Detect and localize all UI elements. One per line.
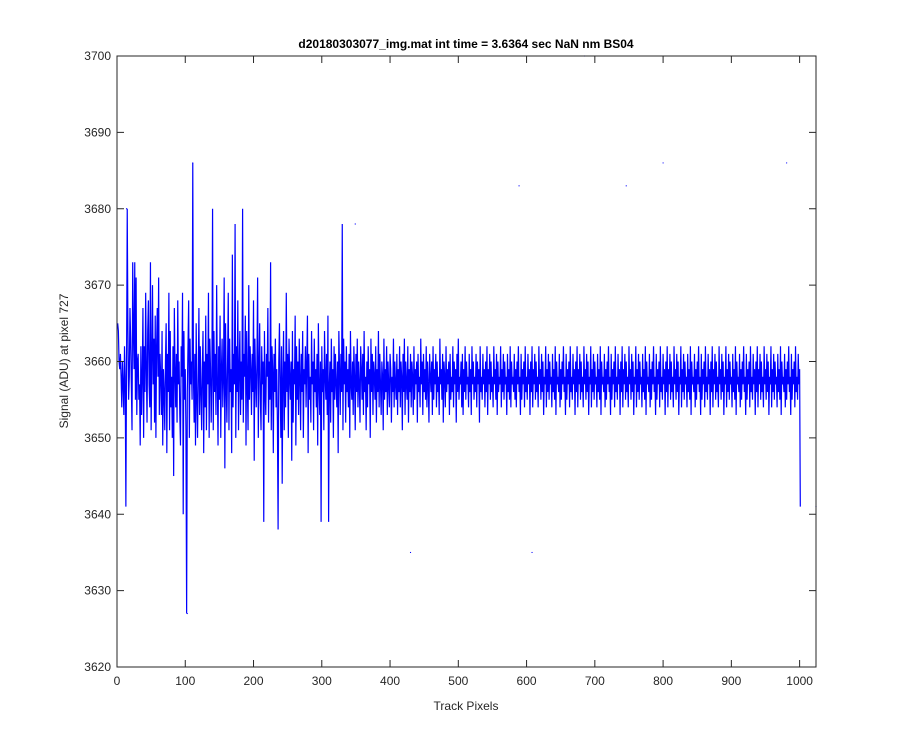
series-extreme-point: [186, 612, 188, 615]
y-tick-label: 3680: [84, 202, 111, 216]
y-tick-label: 3690: [84, 125, 111, 139]
series-extreme-point: [125, 208, 128, 210]
x-tick-label: 500: [448, 674, 468, 688]
x-tick-label: 900: [721, 674, 741, 688]
chart-title: d20180303077_img.mat int time = 3.6364 s…: [298, 37, 634, 51]
y-axis-label: Signal (ADU) at pixel 727: [57, 293, 71, 428]
x-tick-label: 100: [175, 674, 195, 688]
y-tick-label: 3630: [84, 584, 111, 598]
series-extreme-point: [662, 162, 664, 164]
y-tick-label: 3670: [84, 278, 111, 292]
x-axis-label: Track Pixels: [434, 699, 499, 713]
series-extreme-point: [192, 162, 194, 164]
ticks-layer: 0 100 200 300 400 500 600 700 800 900 1000 3620 3630…: [84, 49, 816, 688]
series-line: [117, 162, 801, 614]
series-extreme-point: [625, 185, 627, 187]
y-tick-label: 3650: [84, 431, 111, 445]
series-layer: [117, 55, 817, 615]
series-extreme-point: [354, 223, 356, 225]
series-extreme-point: [409, 551, 412, 554]
series-extreme-point: [786, 162, 788, 164]
x-tick-label: 0: [114, 674, 121, 688]
x-tick-label: 200: [244, 674, 264, 688]
x-tick-label: 600: [517, 674, 537, 688]
x-tick-label: 800: [653, 674, 673, 688]
x-tick-label: 300: [312, 674, 332, 688]
y-tick-label: 3700: [84, 49, 111, 63]
y-tick-label: 3660: [84, 355, 111, 369]
y-tick-label: 3620: [84, 660, 111, 674]
x-tick-label: 400: [380, 674, 400, 688]
x-tick-label: 1000: [786, 674, 813, 688]
series-extreme-point: [531, 551, 533, 554]
series-extreme-point: [518, 185, 520, 187]
x-tick-label: 700: [585, 674, 605, 688]
y-tick-label: 3640: [84, 507, 111, 521]
axes-box: [116, 55, 817, 668]
